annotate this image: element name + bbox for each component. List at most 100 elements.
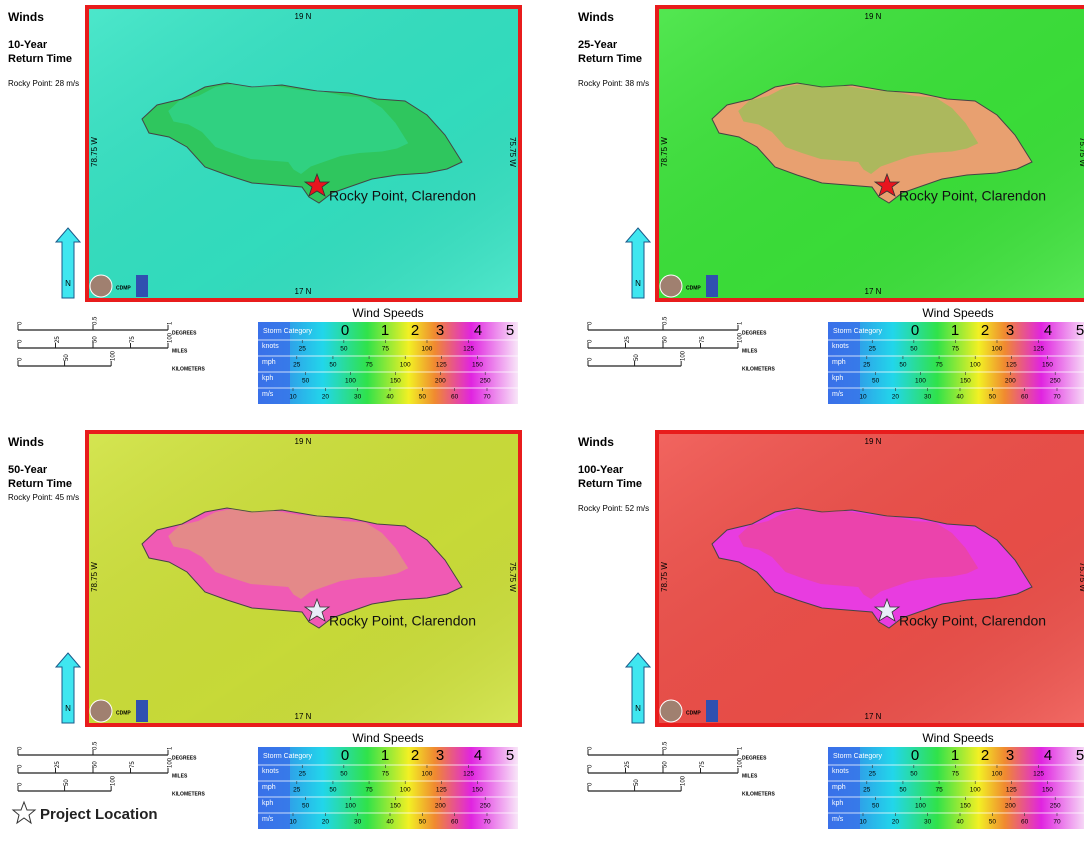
legend-value: 50 [419, 819, 427, 826]
legend-value: 30 [924, 819, 932, 826]
footer: Project Location [0, 790, 300, 840]
site-label: Rocky Point, Clarendon [329, 188, 476, 204]
lon-label: 78.75 W [90, 562, 99, 592]
category-number: 2 [411, 747, 419, 764]
legend-value: 150 [960, 803, 971, 810]
legend-unit: knots [832, 343, 849, 350]
scale-tick-label: 1 [168, 321, 174, 325]
legend-value: 50 [302, 378, 310, 385]
category-number: 0 [911, 322, 919, 339]
scale-tick-label: 1 [738, 321, 744, 325]
legend-value: 150 [472, 787, 483, 794]
legend-value: 50 [872, 803, 880, 810]
scale-tick-label: 100 [168, 757, 174, 768]
legend-value: 250 [480, 378, 491, 385]
category-number: 1 [951, 322, 959, 339]
legend-value: 50 [329, 787, 337, 794]
north-label: N [635, 704, 641, 713]
legend-value: 150 [390, 378, 401, 385]
category-number: 3 [436, 322, 444, 339]
legend-title: Wind Speeds [922, 306, 993, 320]
category-number: 1 [381, 747, 389, 764]
lon-label: 78.75 W [660, 562, 669, 592]
scale-tick-label: 0 [18, 746, 24, 750]
legend-value: 70 [483, 819, 491, 826]
scale-tick-label: 0 [588, 339, 594, 343]
legend-value: 30 [924, 394, 932, 401]
scale-tick-label: 0 [588, 746, 594, 750]
legend-value: 25 [863, 362, 871, 369]
scale-tick-label: 100 [111, 775, 117, 786]
panel: Winds10-YearReturn TimeRocky Point: 28 m… [0, 0, 542, 425]
panel-title: Winds [578, 435, 614, 449]
scale-tick-label: 25 [55, 761, 61, 768]
scale-tick-label: 0 [18, 339, 24, 343]
legend-value: 125 [1033, 771, 1044, 778]
legend-value: 50 [329, 362, 337, 369]
lon-label: 78.75 W [660, 137, 669, 167]
return-period: 10-Year [8, 39, 48, 51]
legend-value: 200 [1005, 378, 1016, 385]
scale-tick-label: 50 [634, 354, 640, 361]
legend-value: 40 [386, 819, 394, 826]
legend-value: 75 [365, 362, 373, 369]
return-label: Return Time [578, 53, 642, 65]
legend-value: 100 [915, 378, 926, 385]
scale-tick-label: 50 [93, 336, 99, 343]
logo-flag [706, 700, 718, 722]
legend-value: 50 [340, 771, 348, 778]
legend-value: 125 [1033, 346, 1044, 353]
scale-tick-label: 75 [700, 761, 706, 768]
lat-label: 17 N [865, 712, 882, 721]
legend-value: 50 [989, 819, 997, 826]
site-label: Rocky Point, Clarendon [329, 613, 476, 629]
scale-tick-label: 100 [681, 350, 687, 361]
legend-value: 60 [451, 819, 459, 826]
legend-value: 70 [1053, 394, 1061, 401]
scale-tick-label: 75 [700, 336, 706, 343]
scale-tick-label: 50 [663, 761, 669, 768]
category-number: 0 [911, 747, 919, 764]
scale-tick-label: 0 [18, 357, 24, 361]
legend-unit: kph [832, 800, 843, 807]
lat-label: 17 N [295, 287, 312, 296]
legend-value: 20 [322, 819, 330, 826]
lat-label: 19 N [865, 12, 882, 21]
legend-value: 50 [302, 803, 310, 810]
legend-value: 25 [299, 771, 307, 778]
logo-text: CDMP [116, 285, 131, 291]
scale-tick-label: 50 [93, 761, 99, 768]
lon-label: 75.75 W [1078, 137, 1084, 167]
logo-flag [136, 700, 148, 722]
legend-value: 100 [970, 362, 981, 369]
logo-flag [136, 275, 148, 297]
legend-value: 125 [1006, 362, 1017, 369]
category-number: 5 [506, 747, 514, 764]
legend-value: 75 [952, 771, 960, 778]
legend-unit: m/s [262, 391, 274, 398]
category-number: 4 [474, 322, 482, 339]
legend-title: Wind Speeds [352, 306, 423, 320]
scale-tick-label: 25 [55, 336, 61, 343]
legend-value: 125 [463, 771, 474, 778]
legend-value: 40 [386, 394, 394, 401]
category-number: 3 [1006, 322, 1014, 339]
scale-tick-label: 0 [18, 321, 24, 325]
scale-tick-label: 50 [64, 779, 70, 786]
lat-label: 17 N [295, 712, 312, 721]
scale-tick-label: 100 [681, 775, 687, 786]
legend-value: 25 [869, 346, 877, 353]
category-number: 1 [381, 322, 389, 339]
scale-unit: DEGREES [742, 330, 767, 336]
legend-value: 10 [859, 819, 867, 826]
legend-value: 60 [1021, 394, 1029, 401]
scale-unit: DEGREES [742, 755, 767, 761]
lon-label: 75.75 W [508, 562, 517, 592]
scale-unit: MILES [172, 773, 188, 779]
legend-value: 50 [899, 787, 907, 794]
map: Rocky Point, Clarendon19 N17 N78.75 W75.… [87, 432, 520, 725]
legend-value: 50 [910, 346, 918, 353]
scale-tick-label: 100 [111, 350, 117, 361]
